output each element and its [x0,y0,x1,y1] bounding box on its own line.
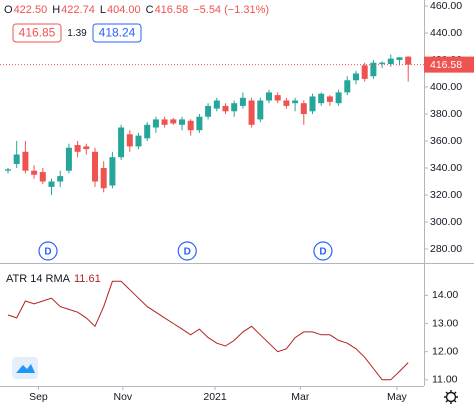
candle-body [222,105,229,112]
candle-body [379,62,386,65]
candle-body [22,151,29,171]
candle-body [100,168,107,189]
y-tick-label: 460.00 [430,0,462,12]
x-tick-label: Sep [29,391,48,403]
candle-body [48,181,55,187]
candle-body [309,96,316,112]
candle-body [248,100,255,125]
candle-body [135,135,142,147]
candle-body [205,105,212,117]
candle-body [31,170,38,175]
candle-body [57,176,64,182]
x-tick-label: 2021 [203,391,227,403]
candle-body [231,103,238,112]
y-tick-label: 280.00 [430,243,462,255]
y-tick-label: 380.00 [430,108,462,120]
ask-box [92,23,142,43]
x-tick-label: Nov [113,391,132,403]
candle-body [196,116,203,131]
ask: 418.24 [99,26,136,40]
candle-body [344,80,351,93]
indicator-name: ATR 14 RMA [6,273,71,285]
candle-body [274,95,281,101]
ohlc-key: H [52,4,60,16]
candle-body [39,172,46,182]
candle-body [92,151,98,182]
event-label: D [184,247,191,258]
event-marker [38,241,58,261]
candle-body [187,120,194,131]
last-price: 416.58 [430,59,462,71]
event-label: D [44,247,51,258]
event-marker [177,241,197,261]
candle-body [396,57,403,60]
gear-teeth[interactable] [444,390,458,404]
indicator-value: 11.61 [74,273,101,285]
y2-tick-label: 11.00 [432,374,458,386]
ohlc-value: 416.58 [155,4,189,16]
y-tick-label: 440.00 [430,27,462,39]
candle-body [213,100,220,109]
candle-body [300,103,307,114]
candle-body [179,119,185,125]
candle-body [266,92,272,101]
candle-body [387,58,394,65]
ohlc-key: L [100,4,106,16]
candle-body [370,62,377,77]
candle-body [170,119,177,124]
logo-shape [16,364,35,373]
candle-body [152,119,159,128]
logo [12,357,38,379]
candle-body [239,97,246,106]
x-tick-label: May [387,391,408,403]
ohlc-key: O [4,4,13,16]
candle-body [65,147,72,171]
ohlc-value: 422.74 [61,4,95,16]
event-marker [313,241,333,261]
atr-line [7,280,409,381]
last-price-tag [424,56,474,73]
candle-body [161,119,168,125]
candle-body [74,145,81,152]
x-tick-label: Mar [291,391,310,403]
y-tick-label: 340.00 [430,162,462,174]
y-tick-label: 320.00 [430,189,462,201]
candle-body [335,92,342,104]
ohlc-value: 422.50 [14,4,48,16]
ohlc-value: 404.00 [107,4,141,16]
y2-tick-label: 14.00 [432,289,458,301]
change: −5.54 (−1.31%) [193,4,269,16]
candle-body [13,154,20,164]
candle-body [126,134,133,147]
candle-body [109,157,116,186]
ohlc-key: C [146,4,154,16]
bid: 416.85 [19,26,56,40]
candle-body [292,100,299,104]
candle-body [283,100,290,106]
settings-icon[interactable] [444,390,458,404]
candle-body [144,124,151,139]
candle-body [405,56,412,65]
bid-box [12,23,62,43]
candle-body [326,96,333,102]
spread: 1.39 [67,28,87,39]
candle-body [257,100,264,120]
y2-tick-label: 13.00 [432,317,458,329]
candle-body [118,127,125,158]
candle-body [318,93,325,104]
candle-body [83,146,90,150]
y2-tick-label: 12.00 [432,345,458,357]
y-tick-label: 300.00 [430,216,462,228]
candle-body [361,65,368,79]
y-tick-label: 400.00 [430,81,462,93]
legend-header: O 422.50 H 422.74 L 404.00 C 416.58 −5.54 (−1.31… [4,4,269,16]
candle-body [5,169,11,171]
candle-body [353,73,359,81]
event-label: D [319,247,326,258]
y-tick-label: 360.00 [430,135,462,147]
